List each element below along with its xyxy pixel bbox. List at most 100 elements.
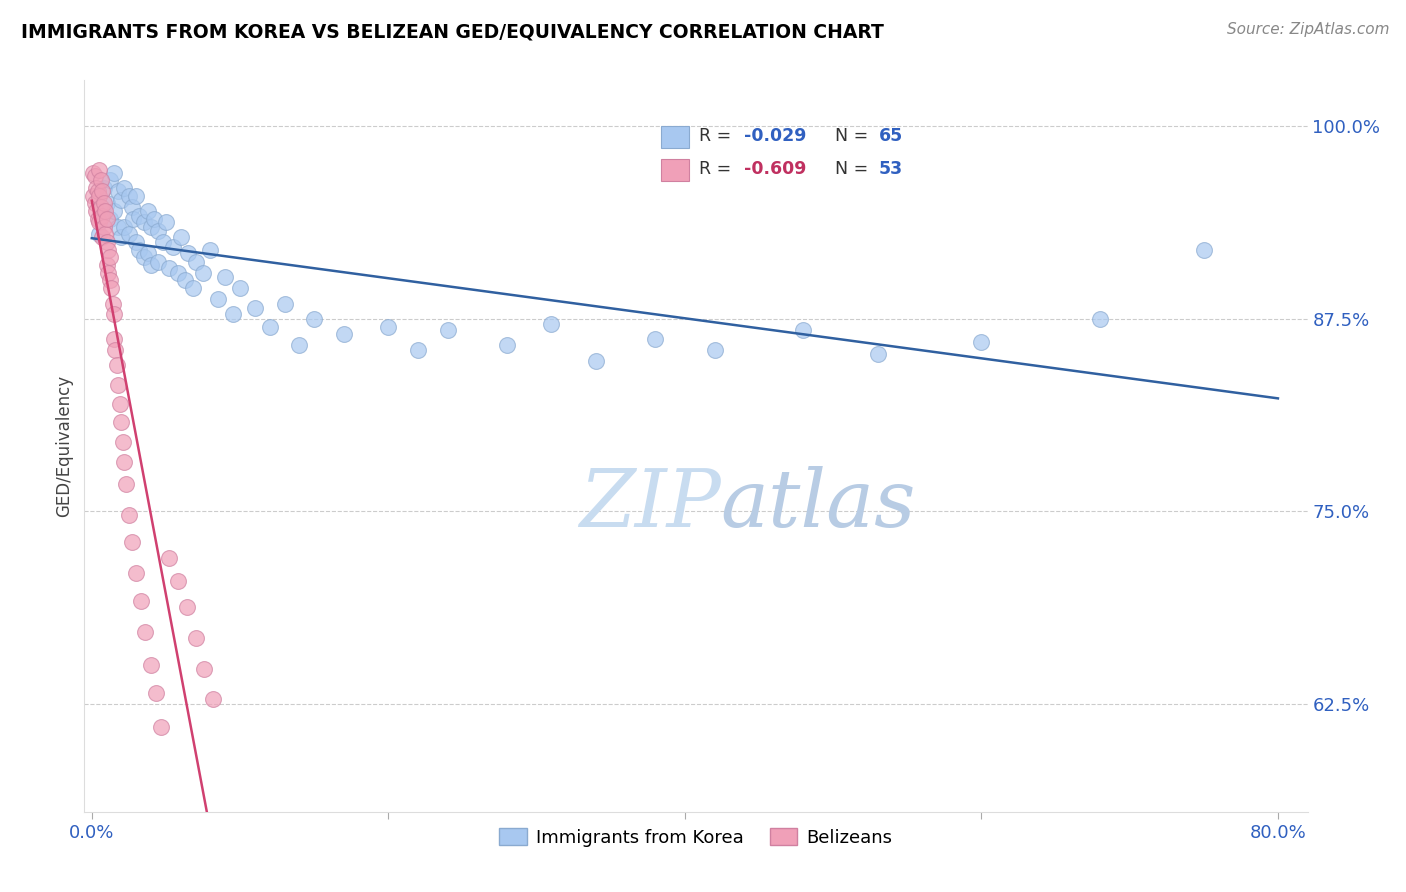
Point [1088, 312, 1111, 326]
Point [125, 188, 148, 202]
Point [288, 338, 311, 352]
Point [97, 243, 120, 257]
Point [94, 227, 117, 242]
Point [333, 327, 356, 342]
Point [82, 166, 104, 180]
Point [121, 535, 143, 549]
Point [103, 166, 125, 180]
Point [110, 415, 132, 429]
Point [118, 227, 141, 242]
Point [105, 358, 128, 372]
Point [93, 181, 115, 195]
Point [162, 239, 184, 253]
Point [84, 181, 107, 195]
Point [118, 508, 141, 522]
Point [259, 319, 281, 334]
Point [90, 173, 112, 187]
Point [100, 281, 122, 295]
Point [83, 196, 105, 211]
Point [89, 162, 111, 177]
Point [145, 686, 167, 700]
Point [98, 251, 121, 265]
Point [166, 266, 188, 280]
Legend: Immigrants from Korea, Belizeans: Immigrants from Korea, Belizeans [492, 822, 900, 854]
Point [436, 323, 458, 337]
Point [191, 266, 214, 280]
Point [84, 204, 107, 219]
Point [139, 258, 162, 272]
Point [229, 281, 252, 295]
Point [107, 219, 129, 234]
Point [96, 211, 118, 226]
Point [166, 574, 188, 588]
Point [644, 332, 666, 346]
Point [83, 169, 105, 183]
Text: 53: 53 [879, 161, 903, 178]
Point [202, 692, 225, 706]
Point [1192, 243, 1215, 257]
Point [112, 181, 135, 195]
Point [136, 204, 159, 219]
Point [496, 338, 519, 352]
Point [585, 353, 607, 368]
Text: ZIP: ZIP [579, 466, 720, 543]
Point [866, 347, 889, 361]
Point [82, 188, 104, 202]
Point [150, 720, 173, 734]
Text: IMMIGRANTS FROM KOREA VS BELIZEAN GED/EQUIVALENCY CORRELATION CHART: IMMIGRANTS FROM KOREA VS BELIZEAN GED/EQ… [21, 22, 884, 41]
Point [125, 566, 148, 580]
Point [273, 296, 295, 310]
Point [98, 173, 121, 187]
Point [93, 219, 115, 234]
Point [184, 255, 207, 269]
Point [121, 200, 143, 214]
Point [155, 215, 177, 229]
Text: R =: R = [699, 161, 737, 178]
Point [157, 550, 180, 565]
Point [110, 194, 132, 208]
Point [98, 273, 121, 287]
Point [157, 261, 180, 276]
Point [184, 631, 207, 645]
Point [115, 476, 138, 491]
Point [98, 211, 121, 226]
Point [93, 196, 115, 211]
Point [89, 215, 111, 229]
Point [970, 334, 993, 349]
Point [132, 251, 155, 265]
Point [136, 245, 159, 260]
Point [104, 343, 127, 357]
Point [406, 343, 429, 357]
Point [91, 184, 114, 198]
Text: R =: R = [699, 127, 737, 145]
Point [96, 235, 118, 249]
Point [107, 378, 129, 392]
Point [181, 281, 204, 295]
Point [214, 270, 236, 285]
Point [112, 219, 135, 234]
Point [103, 307, 125, 321]
Text: 65: 65 [879, 127, 903, 145]
Point [143, 211, 166, 226]
Point [103, 204, 125, 219]
Point [101, 296, 124, 310]
Point [134, 624, 156, 639]
Point [89, 188, 111, 202]
Point [96, 196, 118, 211]
Point [139, 658, 162, 673]
Point [243, 301, 266, 315]
Point [122, 211, 145, 226]
Point [129, 593, 152, 607]
Point [377, 319, 399, 334]
Point [302, 312, 325, 326]
Text: N =: N = [835, 161, 875, 178]
Bar [661, 126, 689, 148]
Point [200, 243, 222, 257]
Point [132, 215, 155, 229]
Point [90, 200, 112, 214]
Point [118, 188, 141, 202]
Text: atlas: atlas [720, 466, 915, 543]
Point [97, 266, 120, 280]
Point [207, 292, 229, 306]
Point [89, 227, 111, 242]
